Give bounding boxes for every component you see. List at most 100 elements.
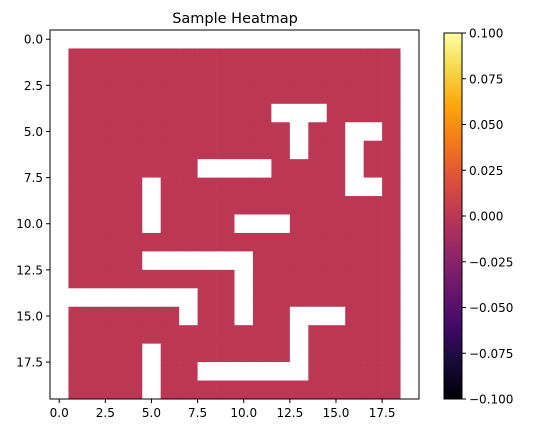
heatmap-cell (271, 343, 291, 363)
heatmap-cell (382, 214, 401, 234)
heatmap-cell (345, 288, 364, 308)
heatmap-cell (160, 232, 180, 252)
heatmap-cell (50, 306, 69, 326)
heatmap-cell (345, 380, 364, 400)
heatmap-cell (234, 66, 254, 86)
heatmap-cell (326, 343, 346, 363)
heatmap-cell (216, 325, 235, 344)
heatmap-cell (105, 362, 125, 381)
heatmap-cell (160, 306, 180, 326)
heatmap-cell (345, 325, 364, 344)
axes-frame (49, 29, 420, 400)
heatmap-cell (345, 306, 364, 326)
heatmap-cell (345, 140, 364, 160)
heatmap-cell (308, 214, 328, 234)
heatmap-cell (271, 48, 291, 68)
heatmap-cell (68, 214, 88, 234)
heatmap-cell (105, 343, 125, 363)
heatmap-cell (123, 122, 143, 141)
heatmap-cell (400, 251, 420, 271)
heatmap-cell (326, 30, 346, 49)
heatmap-cell (197, 66, 217, 86)
heatmap-cell (216, 66, 235, 86)
heatmap-cell (50, 177, 69, 197)
heatmap-cell (68, 196, 88, 215)
y-tick-label: 15.0 (16, 309, 43, 323)
heatmap-cell (345, 85, 364, 105)
heatmap-cell (252, 325, 272, 344)
heatmap-cell (363, 343, 383, 363)
heatmap-cell (382, 325, 401, 344)
heatmap-cell (142, 325, 161, 344)
heatmap-cell (308, 30, 328, 49)
heatmap-cell (289, 177, 309, 197)
heatmap-cell (179, 251, 198, 271)
heatmap-cell (123, 288, 143, 308)
heatmap-cell (86, 251, 106, 271)
heatmap-cell (142, 103, 161, 123)
heatmap-cell (289, 48, 309, 68)
heatmap-cell (105, 103, 125, 123)
heatmap-cell (382, 66, 401, 86)
heatmap-cell (363, 177, 383, 197)
heatmap-cell (308, 362, 328, 381)
heatmap-cell (123, 140, 143, 160)
heatmap-cell (400, 103, 420, 123)
heatmap-cell (105, 214, 125, 234)
heatmap-cell (216, 251, 235, 271)
heatmap-cell (216, 30, 235, 49)
heatmap-cell (142, 306, 161, 326)
heatmap-cell (400, 325, 420, 344)
heatmap-cell (345, 214, 364, 234)
heatmap-cell (86, 122, 106, 141)
heatmap-cell (271, 288, 291, 308)
heatmap-cell (179, 85, 198, 105)
heatmap-cell (234, 140, 254, 160)
heatmap-cell (234, 196, 254, 215)
heatmap-cell (105, 159, 125, 178)
heatmap-cell (345, 159, 364, 178)
heatmap-cell (216, 140, 235, 160)
heatmap-cell (68, 177, 88, 197)
heatmap-cell (86, 66, 106, 86)
heatmap-cell (105, 325, 125, 344)
heatmap-cell (289, 306, 309, 326)
heatmap-cell (382, 122, 401, 141)
heatmap-cell (400, 232, 420, 252)
heatmap-cell (179, 343, 198, 363)
heatmap-cell (50, 48, 69, 68)
heatmap-cell (197, 269, 217, 289)
heatmap-cell (345, 343, 364, 363)
heatmap-cell (382, 288, 401, 308)
heatmap-cell (308, 288, 328, 308)
heatmap-cell (68, 380, 88, 400)
heatmap-cell (308, 380, 328, 400)
heatmap-cell (308, 159, 328, 178)
heatmap-cell (271, 362, 291, 381)
heatmap-cell (308, 269, 328, 289)
heatmap-cell (123, 232, 143, 252)
heatmap-cell (160, 288, 180, 308)
heatmap-cell (289, 103, 309, 123)
heatmap-cell (326, 196, 346, 215)
heatmap-cell (123, 251, 143, 271)
heatmap-cell (216, 196, 235, 215)
heatmap-cell (400, 343, 420, 363)
heatmap-cell (197, 196, 217, 215)
heatmap-cell (86, 325, 106, 344)
heatmap-cell (382, 343, 401, 363)
heatmap-cell (105, 196, 125, 215)
heatmap-cell (271, 85, 291, 105)
heatmap-cell (400, 288, 420, 308)
heatmap-cell (50, 103, 69, 123)
heatmap-cell (197, 177, 217, 197)
heatmap-cell (363, 306, 383, 326)
heatmap-cell (179, 362, 198, 381)
heatmap-cell (234, 343, 254, 363)
heatmap-cell (326, 85, 346, 105)
colorbar-tick-label: −0.025 (469, 255, 513, 269)
heatmap-cell (289, 380, 309, 400)
heatmap-cell (289, 269, 309, 289)
heatmap-cell (216, 380, 235, 400)
heatmap-cell (252, 380, 272, 400)
